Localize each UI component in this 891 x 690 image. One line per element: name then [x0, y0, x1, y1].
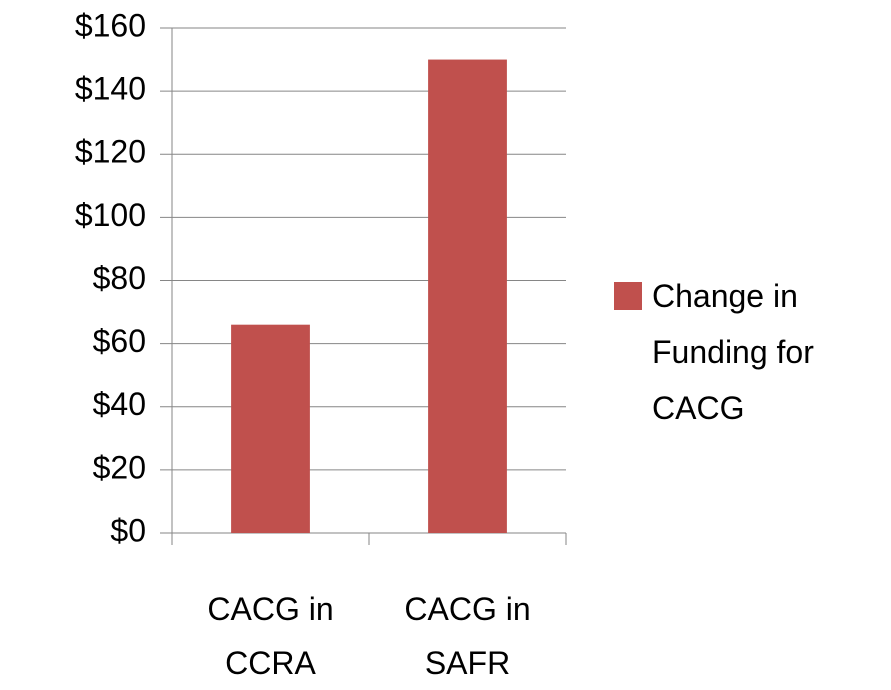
- y-tick-label: $140: [75, 71, 146, 107]
- bar: [428, 59, 507, 533]
- y-tick-label: $0: [110, 512, 146, 548]
- legend-swatch: [614, 282, 642, 310]
- bar: [231, 324, 310, 533]
- legend-label: Change in Funding for CACG: [652, 278, 814, 426]
- x-tick-label: CACG in SAFR: [404, 591, 531, 681]
- x-tick-label: CACG in CCRA: [207, 591, 334, 681]
- y-tick-label: $120: [75, 134, 146, 170]
- y-tick-label: $20: [93, 449, 146, 485]
- y-tick-label: $160: [75, 7, 146, 43]
- y-tick-label: $60: [93, 323, 146, 359]
- y-tick-label: $100: [75, 197, 146, 233]
- y-tick-label: $40: [93, 386, 146, 422]
- y-tick-label: $80: [93, 260, 146, 296]
